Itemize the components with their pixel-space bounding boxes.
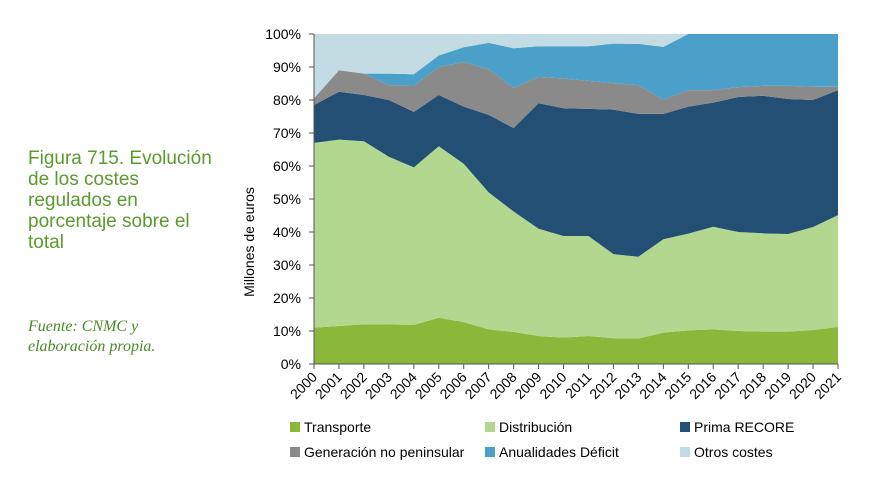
x-tick-label: 2006 <box>436 369 469 402</box>
legend-label: Generación no peninsular <box>304 444 465 460</box>
x-tick-label: 2017 <box>711 369 744 402</box>
y-tick-label: 20% <box>273 290 301 306</box>
area-series-2 <box>314 90 838 257</box>
x-tick-label: 2001 <box>312 369 345 402</box>
legend-label: Anualidades Déficit <box>499 444 619 460</box>
legend-swatch <box>290 422 300 432</box>
legend-swatch <box>680 422 690 432</box>
x-tick-label: 2016 <box>686 369 719 402</box>
x-tick-label: 2015 <box>661 369 694 402</box>
x-tick-label: 2021 <box>811 369 844 402</box>
y-tick-label: 90% <box>273 59 301 75</box>
legend-label: Otros costes <box>694 444 773 460</box>
y-axis-label: Millones de euros <box>241 187 257 297</box>
y-tick-label: 0% <box>281 356 301 372</box>
y-tick-label: 50% <box>273 191 301 207</box>
y-tick-label: 100% <box>265 26 301 42</box>
y-tick-label: 60% <box>273 158 301 174</box>
legend-label: Transporte <box>304 419 371 435</box>
y-tick-label: 10% <box>273 323 301 339</box>
area-series-1 <box>314 139 838 339</box>
x-tick-label: 2012 <box>586 369 619 402</box>
x-tick-label: 2005 <box>412 369 445 402</box>
area-series-5 <box>314 34 838 99</box>
area-series-4 <box>314 34 838 100</box>
y-tick-label: 70% <box>273 125 301 141</box>
legend-swatch <box>485 447 495 457</box>
x-tick-label: 2004 <box>387 369 420 402</box>
area-series-3 <box>314 62 838 129</box>
legend-label: Prima RECORE <box>694 419 794 435</box>
y-tick-label: 40% <box>273 224 301 240</box>
x-tick-label: 2007 <box>461 369 494 402</box>
legend-swatch <box>290 447 300 457</box>
figure-caption: Figura 715. Evolución de los costes regu… <box>28 148 212 253</box>
x-tick-label: 2003 <box>362 369 395 402</box>
x-tick-label: 2010 <box>536 369 569 402</box>
x-tick-label: 2020 <box>786 369 819 402</box>
x-tick-label: 2002 <box>337 369 370 402</box>
legend: Transporte Distribución Prima RECORE Genera… <box>290 419 794 460</box>
y-tick-label: 30% <box>273 257 301 273</box>
x-tick-label: 2013 <box>611 369 644 402</box>
area-layers <box>314 34 838 364</box>
x-tick-label: 2018 <box>736 369 769 402</box>
x-axis: 2000200120022003200420052006200720082009… <box>287 363 844 402</box>
x-tick-label: 2011 <box>562 369 595 402</box>
legend-swatch <box>485 422 495 432</box>
x-tick-label: 2000 <box>287 369 320 402</box>
y-tick-label: 80% <box>273 92 301 108</box>
x-tick-label: 2008 <box>486 369 519 402</box>
x-tick-label: 2014 <box>636 369 669 402</box>
legend-swatch <box>680 447 690 457</box>
figure-source: Fuente: CNMC y elaboración propia. <box>28 318 156 355</box>
x-tick-label: 2009 <box>511 369 544 402</box>
y-axis: 0% 10% 20% 30% 40% 50% 60% 70% 80% 90% 100% <box>265 26 315 372</box>
legend-label: Distribución <box>499 419 572 435</box>
area-series-0 <box>314 317 838 364</box>
x-tick-label: 2019 <box>761 369 794 402</box>
